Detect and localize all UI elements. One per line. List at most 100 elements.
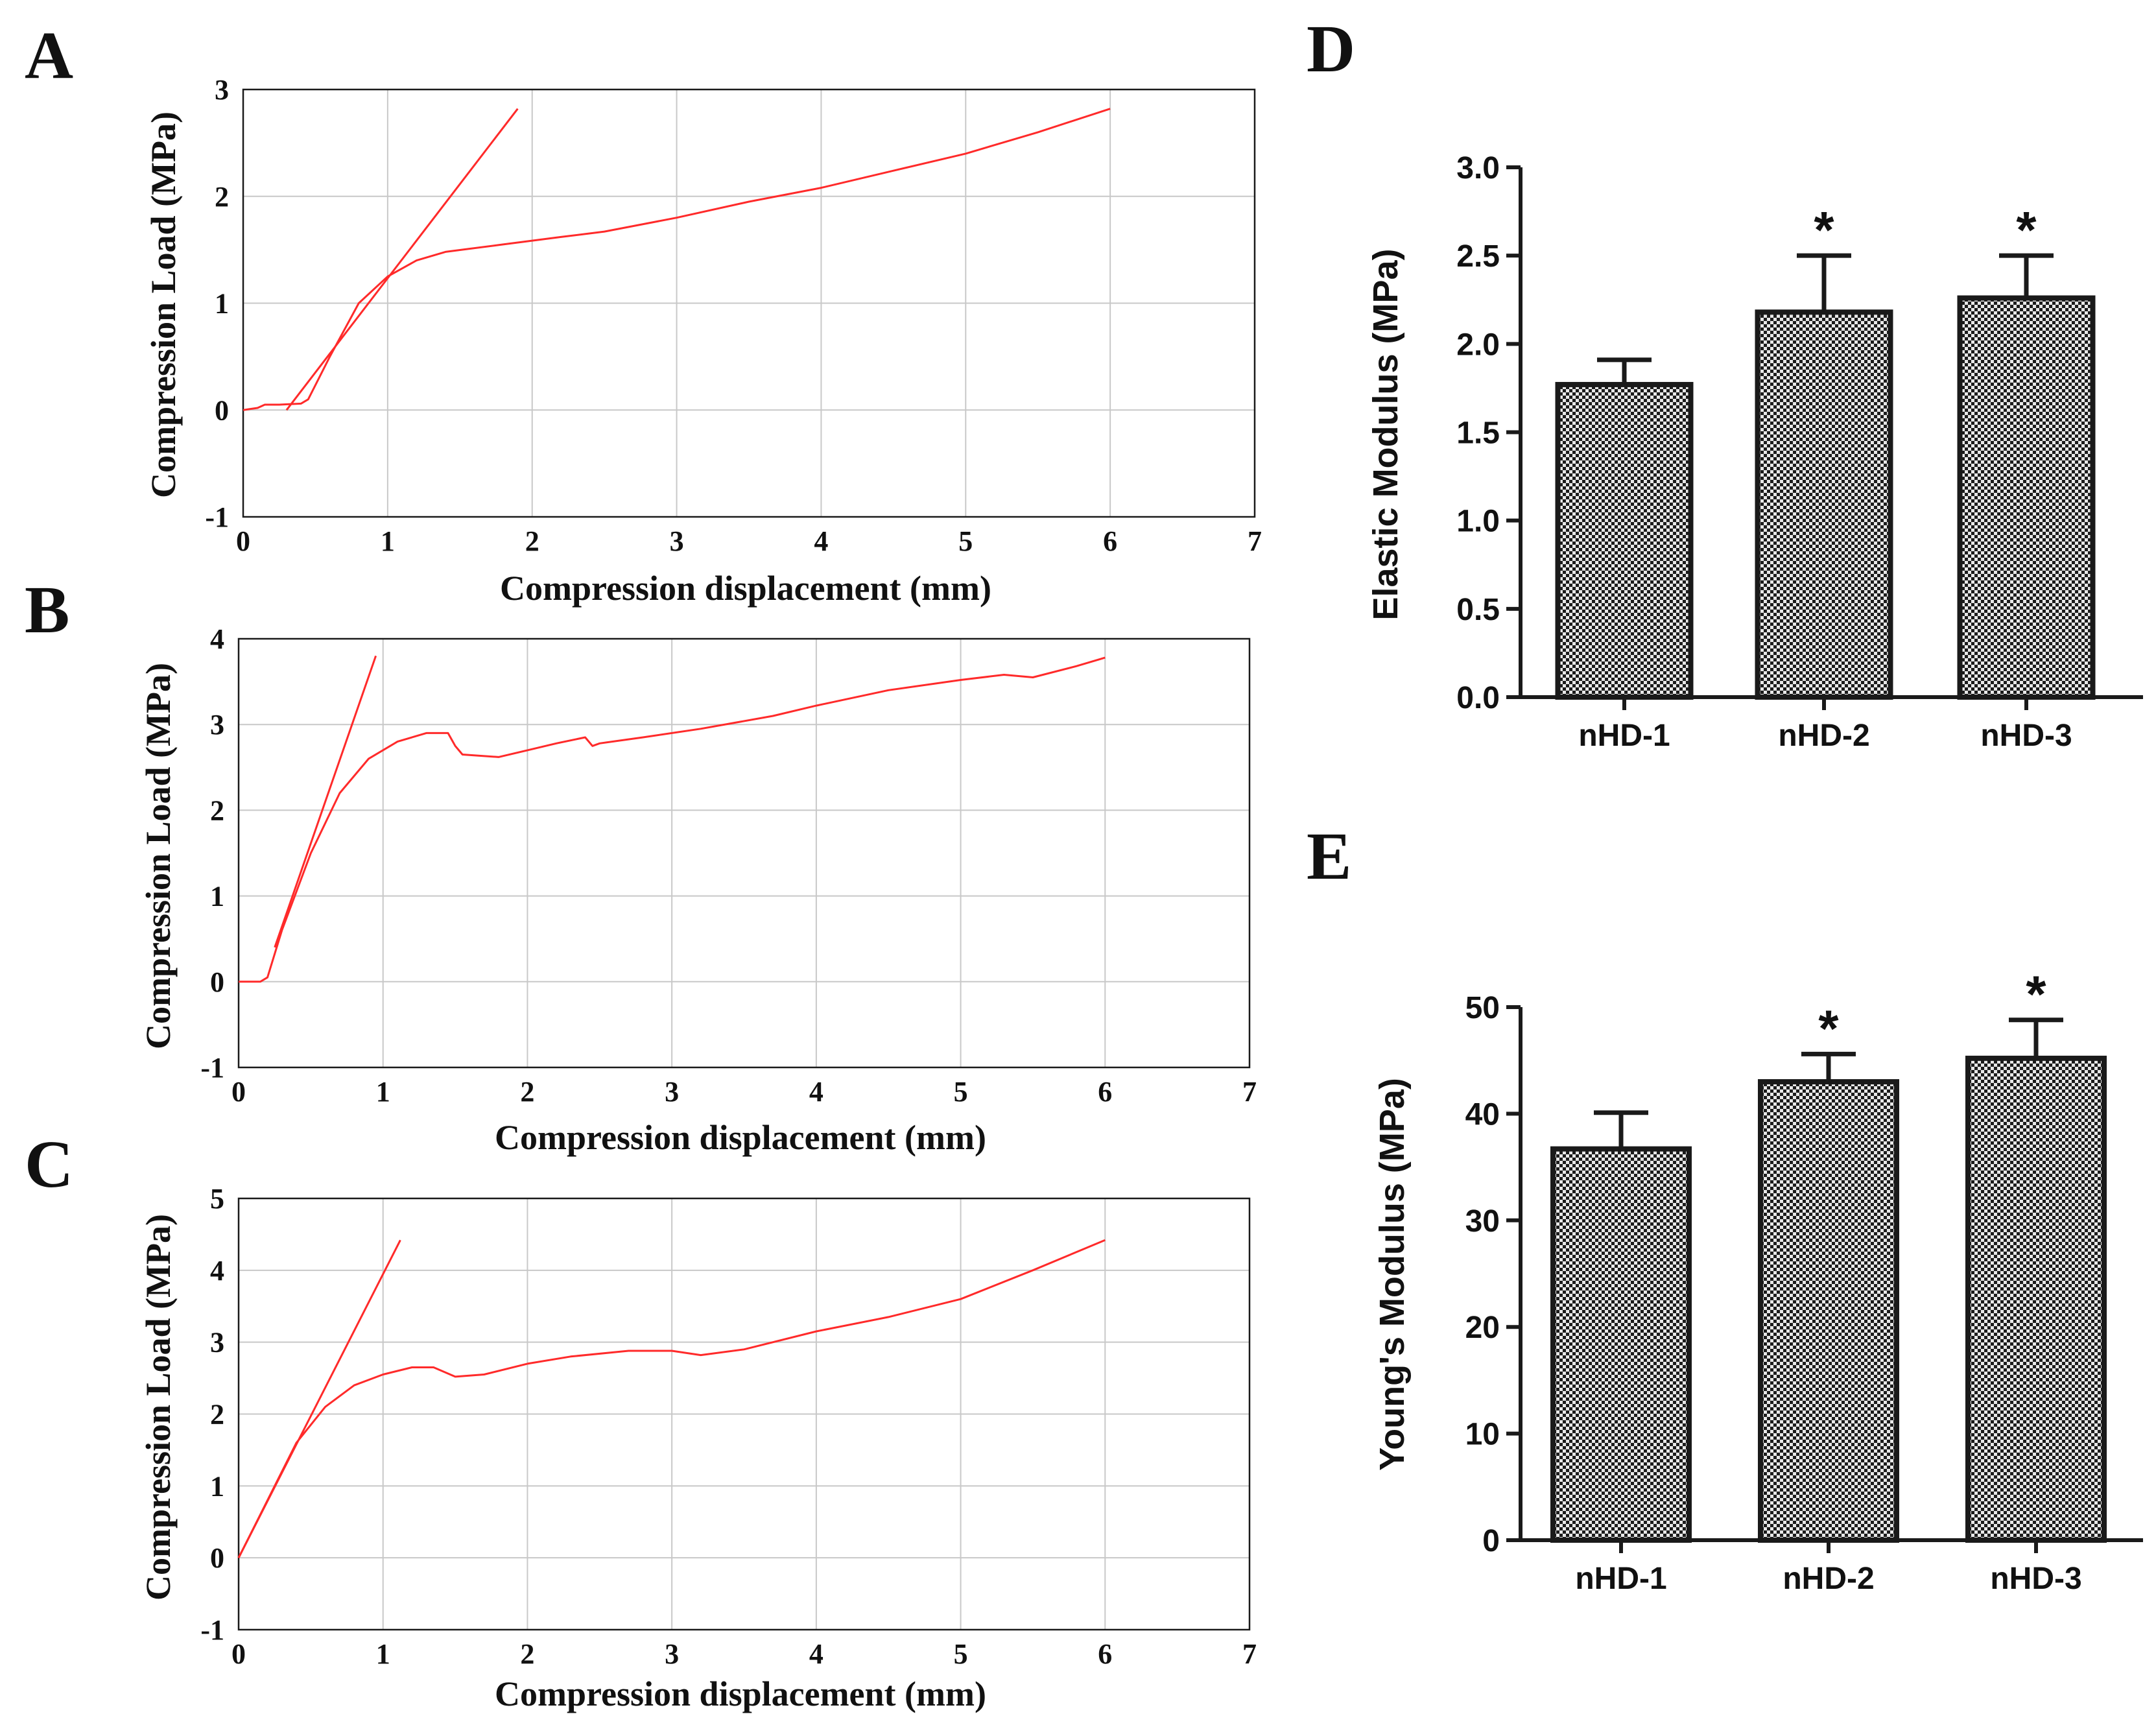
- chart-b-xlabel: Compression displacement (mm): [495, 1118, 986, 1157]
- y-tick-label: 0.0: [1456, 681, 1500, 715]
- plot-frame: [242, 88, 1256, 518]
- chart-c-series: [237, 1239, 1106, 1558]
- y-tick-label: 4: [210, 623, 224, 655]
- y-tick-label: 2: [210, 794, 224, 826]
- plot-frame: [237, 637, 1251, 1069]
- x-tick-label: 3: [665, 1076, 679, 1108]
- y-tick-label: 1.5: [1456, 416, 1500, 451]
- panel-letter-b: B: [25, 573, 69, 647]
- bar: [1755, 309, 1893, 700]
- y-tick-label: 2.5: [1456, 239, 1500, 274]
- chart-a-grid: [242, 88, 1256, 518]
- x-tick-label: 0: [231, 1638, 246, 1670]
- y-tick-label: 0: [210, 966, 224, 998]
- chart-a-ylabel: Compression Load (MPa): [144, 112, 183, 498]
- y-tick-label: 1: [210, 881, 224, 912]
- x-tick-label: 7: [1248, 525, 1262, 557]
- x-tick-label: 3: [665, 1638, 679, 1670]
- load-curve-line: [237, 1239, 1106, 1558]
- y-tick-label: -1: [200, 1052, 224, 1084]
- x-tick-label: 3: [670, 525, 684, 557]
- x-tick-label: 4: [809, 1638, 823, 1670]
- chart-c-ylabel: Compression Load (MPa): [139, 1214, 178, 1600]
- chart-c-xlabel: Compression displacement (mm): [495, 1674, 986, 1713]
- y-tick-label: 3: [210, 709, 224, 741]
- x-tick-label: 7: [1242, 1638, 1257, 1670]
- panel-letter-c: C: [25, 1127, 73, 1202]
- y-tick-label: 0: [215, 394, 229, 426]
- x-tick-label: 2: [520, 1638, 534, 1670]
- y-tick-label: 2: [215, 181, 229, 213]
- y-tick-label: -1: [200, 1614, 224, 1646]
- y-tick-label: 0.5: [1456, 593, 1500, 627]
- chart-a-series: [243, 108, 1111, 411]
- bar: [1550, 1146, 1692, 1543]
- chart-d-ticks: nHD-1 nHD-2 nHD-3 0.0 0.5 1.0 1.5 2.0 2.5 3.0: [1456, 151, 2072, 753]
- chart-a-xlabel: Compression displacement (mm): [500, 569, 991, 608]
- chart-d: * * nHD-1 nHD-2 nHD-30.00.51.01.52.02.53.0 …: [1366, 151, 2143, 753]
- x-tick-label: 5: [954, 1076, 968, 1108]
- chart-d-ylabel: Elastic Modulus (MPa): [1366, 248, 1405, 620]
- x-tick-label: 1: [376, 1638, 390, 1670]
- load-curve-line: [239, 656, 1106, 983]
- x-tick-label: 6: [1098, 1638, 1112, 1670]
- bar: [1758, 1079, 1899, 1543]
- significance-star: *: [1814, 201, 1834, 259]
- chart-e-ylabel: Young's Modulus (MPa): [1373, 1078, 1412, 1471]
- category-label: nHD-3: [1990, 1562, 2081, 1596]
- bar: [1957, 295, 2096, 700]
- chart-e-axes: [1506, 1005, 2143, 1553]
- load-curve-line: [243, 108, 1111, 411]
- y-tick-label: 40: [1465, 1097, 1500, 1132]
- significance-star: *: [1818, 999, 1839, 1057]
- chart-c-grid: [237, 1197, 1251, 1631]
- x-tick-label: 6: [1103, 525, 1117, 557]
- bar: [1965, 1055, 2107, 1543]
- chart-e-ticks: nHD-1 nHD-2 nHD-3 0 10 20 30 40 50: [1465, 991, 2082, 1596]
- y-tick-label: -1: [205, 501, 229, 533]
- x-tick-label: 1: [376, 1076, 390, 1108]
- y-tick-label: 5: [210, 1183, 224, 1215]
- x-tick-label: 5: [954, 1638, 968, 1670]
- chart-d-bars: * *: [1555, 201, 2096, 700]
- y-tick-label: 1: [215, 288, 229, 320]
- y-tick-label: 2.0: [1456, 327, 1500, 362]
- panel-letter-d: D: [1307, 12, 1355, 86]
- x-tick-label: 2: [525, 525, 539, 557]
- bar: [1555, 381, 1694, 700]
- y-tick-label: 2: [210, 1399, 224, 1431]
- x-tick-label: 1: [381, 525, 395, 557]
- chart-b-grid: [237, 637, 1251, 1069]
- plot-frame: [237, 1197, 1251, 1631]
- y-tick-label: 0: [1482, 1524, 1500, 1558]
- y-tick-label: 4: [210, 1255, 224, 1287]
- y-tick-label: 3: [210, 1327, 224, 1359]
- category-label: nHD-2: [1783, 1562, 1874, 1596]
- x-tick-label: 7: [1242, 1076, 1257, 1108]
- category-label: nHD-2: [1778, 719, 1869, 753]
- y-tick-label: 1.0: [1456, 505, 1500, 539]
- chart-d-axes: [1506, 165, 2143, 710]
- category-label: nHD-1: [1578, 719, 1670, 753]
- x-tick-label: 6: [1098, 1076, 1112, 1108]
- y-tick-label: 20: [1465, 1311, 1500, 1345]
- y-tick-label: 10: [1465, 1418, 1500, 1452]
- y-tick-label: 3: [215, 74, 229, 106]
- tangent-line: [237, 1239, 401, 1558]
- x-tick-label: 0: [231, 1076, 246, 1108]
- y-tick-label: 50: [1465, 991, 1500, 1025]
- significance-star: *: [2016, 201, 2037, 259]
- tangent-line: [285, 108, 519, 411]
- category-label: nHD-3: [1980, 719, 2072, 753]
- x-tick-label: 4: [814, 525, 828, 557]
- category-label: nHD-1: [1575, 1562, 1666, 1596]
- y-tick-label: 0: [210, 1542, 224, 1574]
- x-tick-label: 2: [520, 1076, 534, 1108]
- x-tick-label: 5: [958, 525, 973, 557]
